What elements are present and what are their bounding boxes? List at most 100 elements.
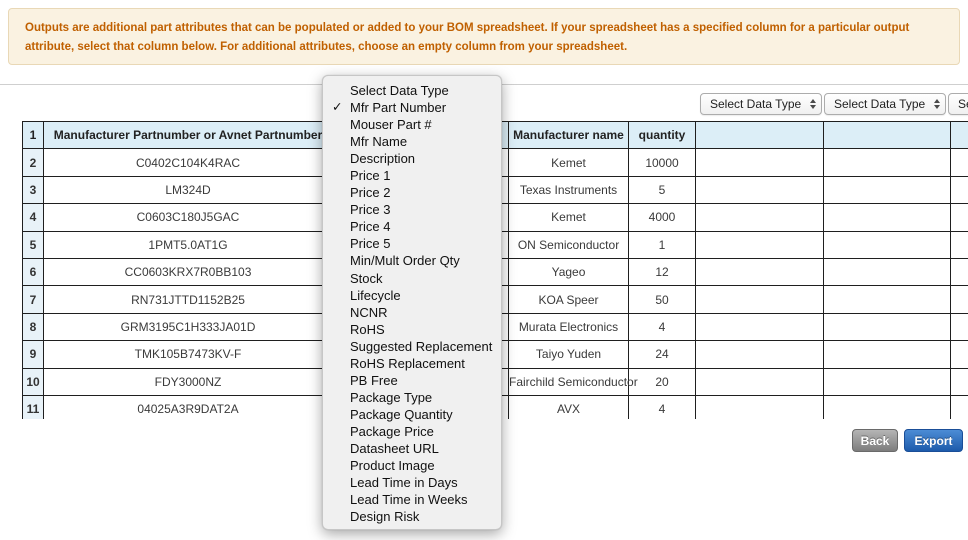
- menu-item-description[interactable]: Description: [350, 151, 416, 167]
- empty-column-header: [950, 121, 968, 150]
- menu-item-rohs-replacement[interactable]: RoHS Replacement: [350, 355, 465, 371]
- manufacturer-cell: Taiyo Yuden: [508, 340, 629, 369]
- manufacturer-column-header: Manufacturer name: [508, 121, 629, 150]
- manufacturer-cell: Kemet: [508, 148, 629, 177]
- empty-cell: [695, 230, 824, 259]
- quantity-cell: 1: [628, 230, 696, 259]
- menu-item-price-3[interactable]: Price 3: [350, 202, 391, 218]
- menu-item-price-5[interactable]: Price 5: [350, 236, 391, 252]
- export-button[interactable]: Export: [904, 429, 963, 452]
- row-number: 6: [22, 257, 44, 287]
- manufacturer-cell: Texas Instruments: [508, 175, 629, 205]
- row-number: 2: [22, 148, 44, 177]
- data-type-dropdown-menu: Select Data Type ✓ Mfr Part Number Mouser…: [322, 75, 502, 530]
- data-type-select-1[interactable]: Select Data Type: [700, 93, 822, 115]
- row-number: 1: [22, 121, 44, 150]
- empty-cell: [950, 340, 968, 369]
- manufacturer-cell: Fairchild Semiconductor: [508, 367, 638, 396]
- updown-arrows-icon: [810, 99, 816, 109]
- manufacturer-cell: AVX: [508, 394, 629, 419]
- empty-cell: [695, 257, 824, 287]
- menu-item-mfr-part-number[interactable]: ✓ Mfr Part Number: [332, 100, 447, 116]
- empty-cell: [950, 312, 968, 342]
- row-number: 4: [22, 203, 44, 232]
- updown-arrows-icon: [934, 99, 940, 109]
- menu-item-price-1[interactable]: Price 1: [350, 168, 391, 184]
- row-number: 11: [22, 394, 44, 419]
- menu-item-design-risk[interactable]: Design Risk: [350, 509, 420, 525]
- manufacturer-cell: Kemet: [508, 203, 629, 232]
- quantity-cell: 50: [628, 285, 696, 314]
- menu-item-suggested-replacement[interactable]: Suggested Replacement: [350, 338, 493, 354]
- part-number-column-header: Manufacturer Partnumber or Avnet Partnum…: [43, 121, 333, 150]
- menu-item-lead-time-in-days[interactable]: Lead Time in Days: [350, 475, 458, 491]
- menu-item-stock[interactable]: Stock: [350, 270, 383, 286]
- empty-cell: [695, 175, 824, 205]
- menu-item-select-data-type[interactable]: Select Data Type: [350, 83, 449, 98]
- manufacturer-cell: Yageo: [508, 257, 629, 287]
- menu-item-ncnr[interactable]: NCNR: [350, 304, 388, 320]
- empty-cell: [695, 312, 824, 342]
- menu-item-price-4[interactable]: Price 4: [350, 219, 391, 235]
- empty-cell: [695, 340, 824, 369]
- empty-cell: [950, 175, 968, 205]
- empty-cell: [695, 394, 824, 419]
- row-number: 5: [22, 230, 44, 259]
- menu-item-mouser-part[interactable]: Mouser Part #: [350, 117, 432, 133]
- manufacturer-cell: ON Semiconductor: [508, 230, 629, 259]
- quantity-cell: 24: [628, 340, 696, 369]
- data-type-select-2[interactable]: Select Data Type: [824, 93, 946, 115]
- empty-cell: [823, 285, 951, 314]
- menu-item-product-image[interactable]: Product Image: [350, 458, 435, 474]
- empty-cell: [950, 394, 968, 419]
- part-number-cell: CC0603KRX7R0BB103: [43, 257, 333, 287]
- part-number-cell: GRM3195C1H333JA01D: [43, 312, 333, 342]
- empty-cell: [695, 285, 824, 314]
- row-number: 3: [22, 175, 44, 205]
- quantity-cell: 4: [628, 394, 696, 419]
- menu-item-mfr-name[interactable]: Mfr Name: [350, 134, 408, 150]
- empty-cell: [950, 203, 968, 232]
- select-label: Select Data Type: [958, 97, 968, 111]
- menu-item-pb-free[interactable]: PB Free: [350, 372, 398, 388]
- empty-cell: [823, 312, 951, 342]
- menu-item-package-price[interactable]: Package Price: [350, 423, 434, 439]
- data-type-select-3[interactable]: Select Data Type: [948, 93, 968, 115]
- select-label: Select Data Type: [834, 97, 926, 111]
- row-number: 10: [22, 367, 44, 396]
- empty-cell: [950, 148, 968, 177]
- menu-item-lifecycle[interactable]: Lifecycle: [350, 287, 401, 303]
- menu-item-lead-time-in-weeks[interactable]: Lead Time in Weeks: [350, 492, 468, 508]
- empty-cell: [950, 257, 968, 287]
- part-number-cell: FDY3000NZ: [43, 367, 333, 396]
- empty-cell: [823, 175, 951, 205]
- instruction-banner: Outputs are additional part attributes t…: [8, 8, 960, 65]
- row-number: 9: [22, 340, 44, 369]
- empty-cell: [823, 257, 951, 287]
- menu-item-min-mult-order-qty[interactable]: Min/Mult Order Qty: [350, 253, 460, 269]
- empty-cell: [950, 367, 968, 396]
- quantity-column-header: quantity: [628, 121, 696, 150]
- empty-cell: [823, 367, 951, 396]
- table-row: 4 C0603C180J5GAC Kemet 4000: [22, 203, 968, 232]
- part-number-cell: C0402C104K4RAC: [43, 148, 333, 177]
- empty-cell: [695, 367, 824, 396]
- empty-cell: [823, 148, 951, 177]
- menu-item-price-2[interactable]: Price 2: [350, 185, 391, 201]
- quantity-cell: 20: [628, 367, 696, 396]
- empty-cell: [823, 203, 951, 232]
- part-number-cell: C0603C180J5GAC: [43, 203, 333, 232]
- empty-column-header: [823, 121, 951, 150]
- part-number-cell: TMK105B7473KV-F: [43, 340, 333, 369]
- menu-item-datasheet-url[interactable]: Datasheet URL: [350, 440, 439, 456]
- menu-item-package-type[interactable]: Package Type: [350, 389, 433, 405]
- menu-item-package-quantity[interactable]: Package Quantity: [350, 406, 453, 422]
- menu-item-rohs[interactable]: RoHS: [350, 321, 385, 337]
- back-button[interactable]: Back: [852, 429, 898, 452]
- check-icon: ✓: [332, 100, 343, 115]
- manufacturer-cell: KOA Speer: [508, 285, 629, 314]
- empty-column-header: [695, 121, 824, 150]
- empty-cell: [823, 340, 951, 369]
- empty-cell: [950, 285, 968, 314]
- empty-cell: [695, 148, 824, 177]
